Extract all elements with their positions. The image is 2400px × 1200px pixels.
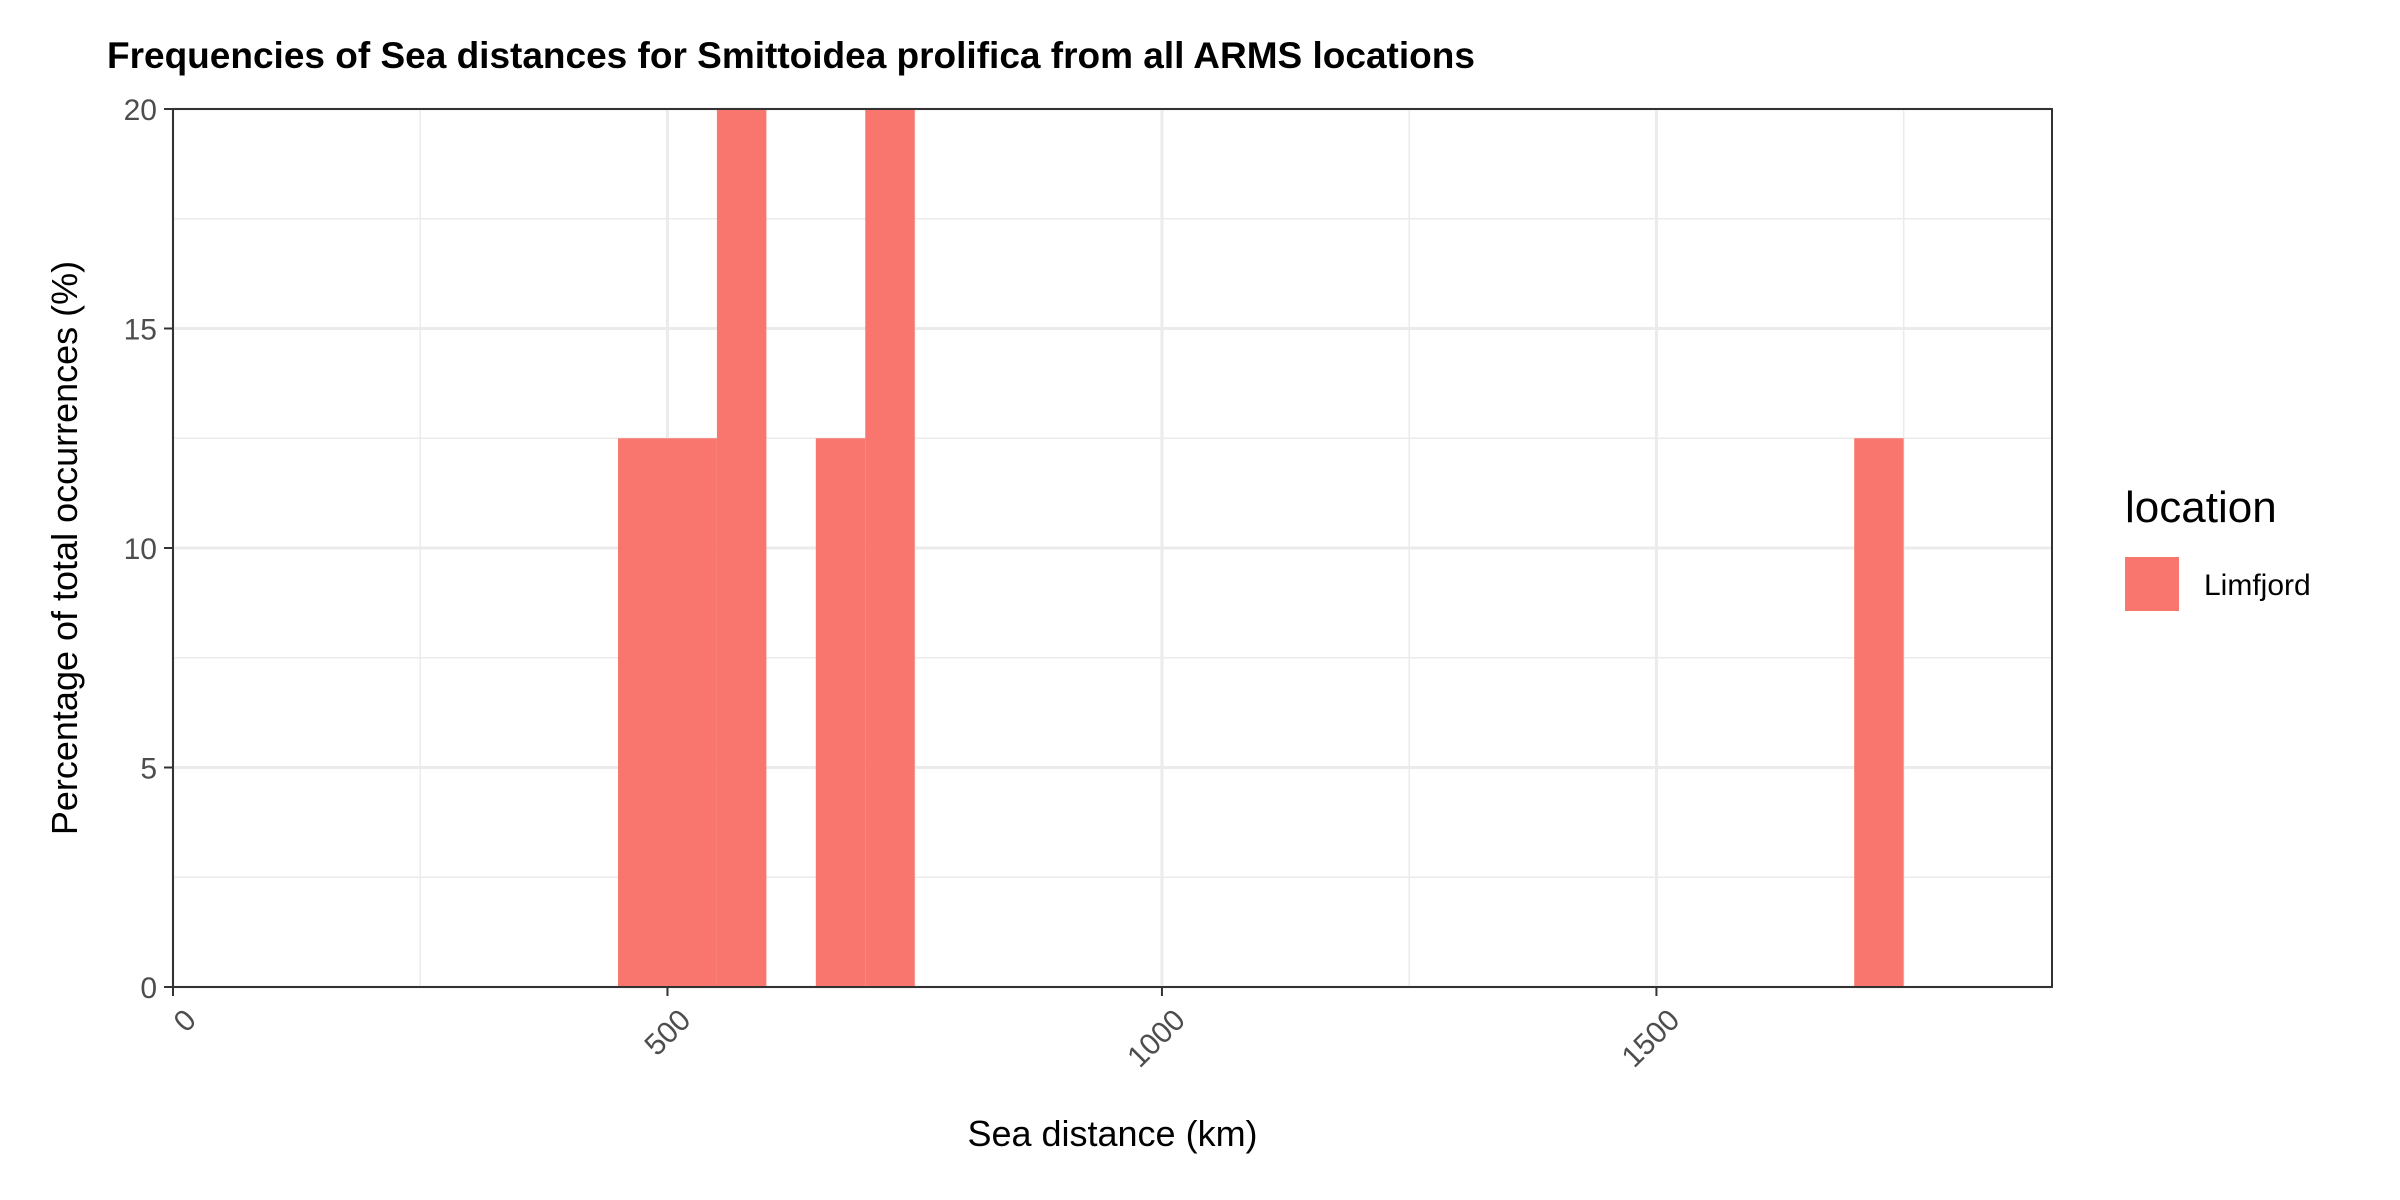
x-tick-label: 500 [639, 1003, 698, 1062]
legend: location Limfjord [2125, 483, 2311, 611]
histogram-bar [1854, 438, 1904, 987]
y-tick-label: 20 [124, 94, 157, 127]
x-tick-label: 0 [168, 1003, 203, 1038]
y-axis-title: Percentage of total occurrences (%) [44, 261, 85, 835]
x-tick-label: 1500 [1616, 1003, 1687, 1074]
bar-series [618, 109, 1904, 987]
legend-label: Limfjord [2204, 569, 2311, 602]
histogram-bar [618, 438, 668, 987]
y-tick-label: 10 [124, 533, 157, 566]
chart-title: Frequencies of Sea distances for Smittoi… [107, 35, 1475, 76]
histogram-bar [865, 109, 915, 987]
y-axis: 0 5 10 15 20 [124, 94, 173, 1005]
histogram-bar [667, 438, 717, 987]
x-axis: 0 500 1000 1500 [168, 987, 1687, 1074]
histogram-bar [716, 109, 767, 987]
x-tick-label: 1000 [1121, 1003, 1192, 1074]
legend-title: location [2125, 483, 2277, 532]
legend-key [2125, 557, 2179, 611]
y-tick-label: 15 [124, 314, 157, 347]
legend-entries: Limfjord [2125, 557, 2311, 611]
x-axis-title: Sea distance (km) [967, 1113, 1257, 1154]
histogram-bar [815, 438, 866, 987]
y-tick-label: 0 [140, 972, 157, 1005]
y-tick-label: 5 [140, 753, 157, 786]
